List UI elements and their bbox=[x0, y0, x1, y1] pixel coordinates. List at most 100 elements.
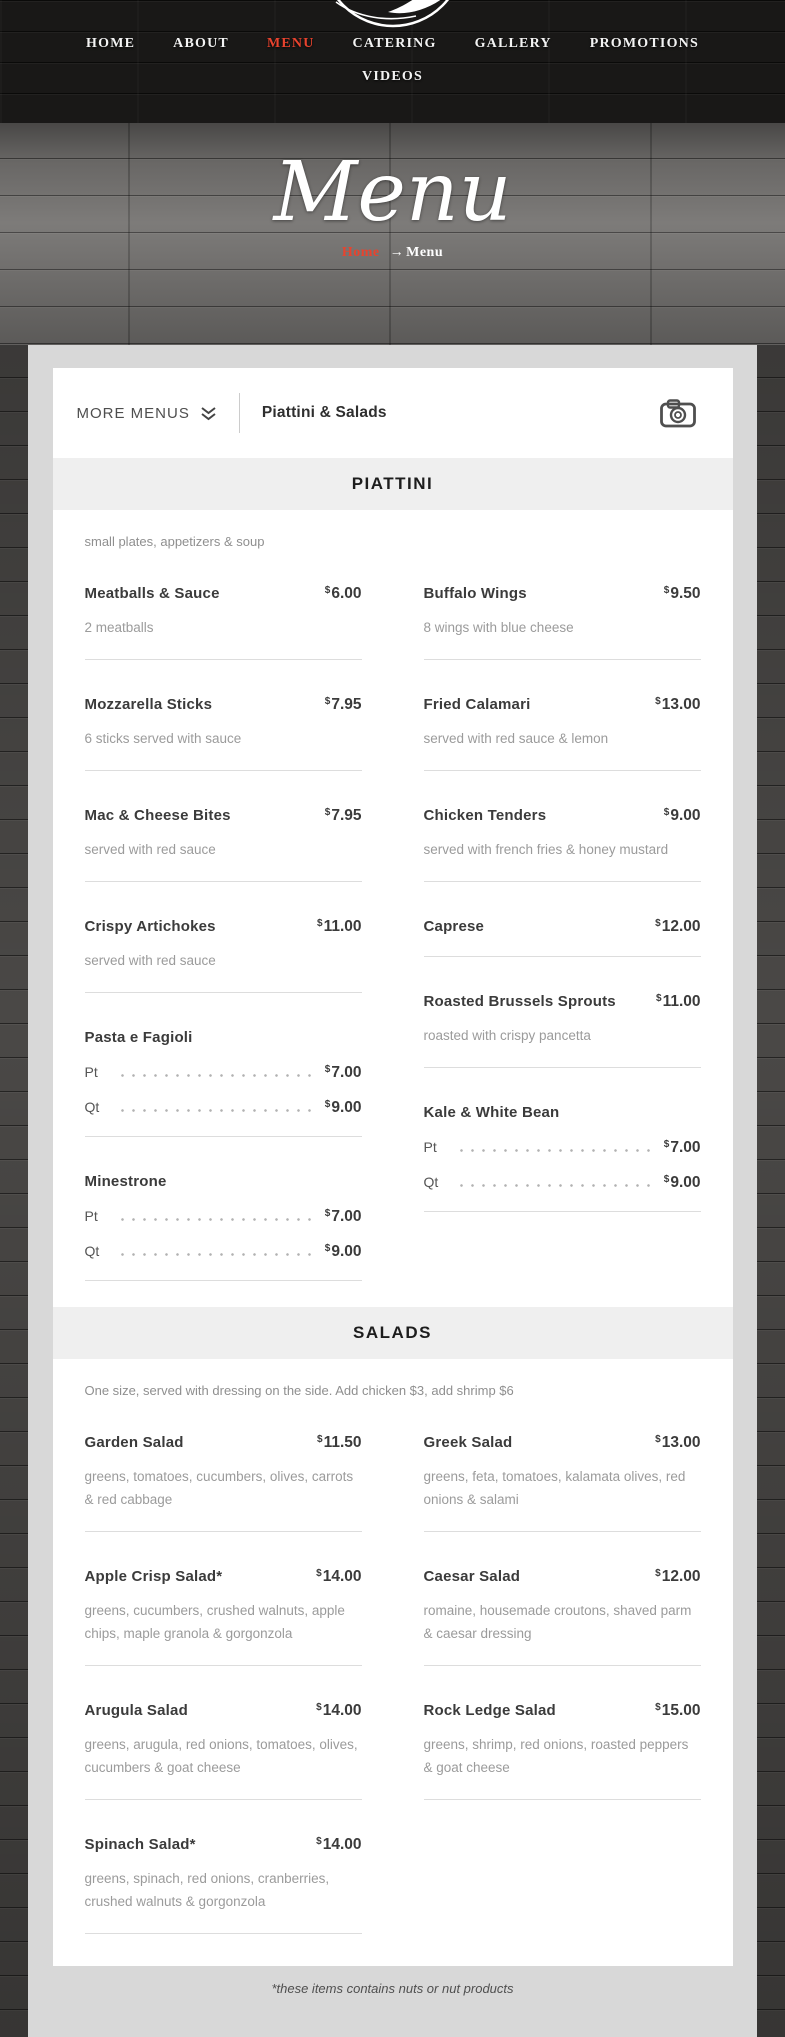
menu-item-name: Arugula Salad bbox=[84, 1702, 188, 1719]
menu-item-name: Kale & White Bean bbox=[423, 1104, 560, 1121]
currency-symbol: $ bbox=[663, 1139, 670, 1150]
price-amount: 13.00 bbox=[661, 1434, 701, 1451]
price-amount: 11.50 bbox=[323, 1434, 362, 1451]
menu-item-header: Mozzarella Sticks $7.95 bbox=[85, 696, 362, 714]
currency-symbol: $ bbox=[655, 1434, 661, 1445]
item-price: $11.00 bbox=[317, 918, 362, 936]
size-label: Qt bbox=[423, 1174, 439, 1190]
item-divider bbox=[423, 1211, 701, 1212]
dotted-leader bbox=[455, 1149, 652, 1152]
price-amount: 7.95 bbox=[331, 807, 362, 824]
logo-icon[interactable] bbox=[318, 0, 468, 30]
section-band: SALADS bbox=[52, 1307, 733, 1359]
more-menus-button[interactable]: MORE MENUS bbox=[77, 405, 217, 422]
currency-symbol: $ bbox=[655, 1568, 661, 1579]
menu-item-name: Caesar Salad bbox=[423, 1568, 521, 1585]
menu-item-header: Rock Ledge Salad $15.00 bbox=[424, 1702, 701, 1720]
item-price: $9.00 bbox=[325, 1240, 362, 1260]
breadcrumb-home-link[interactable]: Home bbox=[341, 245, 380, 260]
menu-item-header: Greek Salad $13.00 bbox=[424, 1434, 701, 1452]
menu-item: Garden Salad $11.50 greens, tomatoes, cucu… bbox=[84, 1434, 362, 1532]
item-divider bbox=[84, 1933, 362, 1934]
dotted-leader bbox=[455, 1184, 652, 1187]
price-amount: 7.00 bbox=[331, 1064, 362, 1081]
menu-item-description: served with red sauce bbox=[84, 842, 216, 857]
menu-item-header: Apple Crisp Salad* $14.00 bbox=[85, 1568, 362, 1586]
menu-item-name: Mozzarella Sticks bbox=[84, 696, 213, 713]
menu-item-name: Greek Salad bbox=[423, 1434, 513, 1451]
item-divider bbox=[84, 1531, 362, 1532]
menu-item-header: Spinach Salad* $14.00 bbox=[85, 1836, 362, 1854]
price-amount: 7.00 bbox=[331, 1208, 362, 1225]
item-price: $14.00 bbox=[316, 1568, 361, 1586]
camera-icon[interactable] bbox=[659, 397, 697, 429]
dotted-leader bbox=[116, 1253, 313, 1256]
item-divider bbox=[423, 770, 701, 771]
nav-item-menu[interactable]: MENU bbox=[266, 36, 315, 51]
menu-item-name: Garden Salad bbox=[84, 1434, 184, 1451]
item-price: $7.00 bbox=[664, 1136, 701, 1156]
menu-card: MORE MENUS Piattini & Salads bbox=[52, 368, 733, 1966]
item-price: $9.50 bbox=[664, 585, 701, 603]
menu-item: Greek Salad $13.00 greens, feta, tomatoes,… bbox=[423, 1434, 701, 1532]
price-amount: 14.00 bbox=[322, 1836, 362, 1853]
nav-item-promotions[interactable]: PROMOTIONS bbox=[589, 36, 699, 51]
currency-symbol: $ bbox=[324, 1064, 331, 1075]
nav-item-catering[interactable]: CATERING bbox=[352, 36, 437, 51]
currency-symbol: $ bbox=[317, 1434, 323, 1445]
breadcrumb-current: Menu bbox=[406, 245, 444, 260]
nav-item-home[interactable]: HOME bbox=[86, 36, 136, 51]
nav-row-secondary: VIDEOS bbox=[0, 69, 785, 85]
dotted-leader bbox=[116, 1074, 313, 1077]
nav-item-gallery[interactable]: GALLERY bbox=[474, 36, 552, 51]
size-label: Qt bbox=[84, 1243, 100, 1259]
menu-item-description: served with red sauce bbox=[84, 953, 216, 968]
menu-item-description: greens, spinach, red onions, cranberries… bbox=[84, 1871, 330, 1909]
item-price: $12.00 bbox=[655, 1568, 700, 1586]
section-note: small plates, appetizers & soup bbox=[84, 534, 265, 549]
item-divider bbox=[423, 881, 701, 882]
nav-menu: HOME ABOUT MENU CATERING GALLERY PROMOTI… bbox=[0, 36, 785, 85]
menu-item-name: Mac & Cheese Bites bbox=[84, 807, 231, 824]
currency-symbol: $ bbox=[655, 918, 661, 929]
item-divider bbox=[423, 1799, 701, 1800]
price-amount: 9.00 bbox=[670, 807, 701, 824]
item-price: $12.00 bbox=[655, 918, 700, 936]
item-price: $7.00 bbox=[325, 1061, 362, 1081]
menu-item-description: 2 meatballs bbox=[84, 620, 154, 635]
top-navbar: HOME ABOUT MENU CATERING GALLERY PROMOTI… bbox=[0, 0, 785, 123]
nav-item-about[interactable]: ABOUT bbox=[173, 36, 229, 51]
item-price: $6.00 bbox=[325, 585, 362, 603]
size-label: Pt bbox=[84, 1064, 98, 1080]
menu-item: Roasted Brussels Sprouts $11.00 roasted wi… bbox=[423, 993, 701, 1068]
price-amount: 14.00 bbox=[322, 1568, 362, 1585]
nav-item-videos[interactable]: VIDEOS bbox=[362, 69, 423, 84]
price-amount: 9.50 bbox=[670, 585, 701, 602]
menu-item-name: Roasted Brussels Sprouts bbox=[423, 993, 616, 1010]
size-price-row: Qt $9.00 bbox=[85, 1096, 362, 1116]
menu-item: Chicken Tenders $9.00 served with french f… bbox=[423, 807, 701, 882]
menu-section-piattini: PIATTINI small plates, appetizers & soup… bbox=[52, 458, 733, 1281]
item-divider bbox=[423, 956, 701, 957]
item-price: $13.00 bbox=[655, 696, 700, 714]
price-amount: 9.00 bbox=[670, 1174, 701, 1191]
menu-item-header: Crispy Artichokes $11.00 bbox=[85, 918, 362, 936]
double-chevron-down-icon bbox=[200, 406, 217, 421]
menu-item-header: Caesar Salad $12.00 bbox=[424, 1568, 701, 1586]
item-divider bbox=[423, 1067, 701, 1068]
menu-item-name: Fried Calamari bbox=[423, 696, 531, 713]
currency-symbol: $ bbox=[663, 1174, 670, 1185]
breadcrumb-arrow-icon: → bbox=[389, 245, 405, 260]
menu-item: Pasta e Fagioli Pt $7.00 Qt $9.00 bbox=[84, 1029, 362, 1137]
currency-symbol: $ bbox=[656, 993, 662, 1004]
price-amount: 11.00 bbox=[323, 918, 362, 935]
item-divider bbox=[84, 1136, 362, 1137]
menu-item-name: Chicken Tenders bbox=[423, 807, 547, 824]
currency-symbol: $ bbox=[324, 585, 331, 596]
menu-item: Caesar Salad $12.00 romaine, housemade cro… bbox=[423, 1568, 701, 1666]
currency-symbol: $ bbox=[324, 1099, 331, 1110]
more-menus-label: MORE MENUS bbox=[76, 404, 190, 422]
menu-item-header: Roasted Brussels Sprouts $11.00 bbox=[424, 993, 701, 1011]
size-label: Pt bbox=[423, 1139, 437, 1155]
item-divider bbox=[84, 992, 362, 993]
